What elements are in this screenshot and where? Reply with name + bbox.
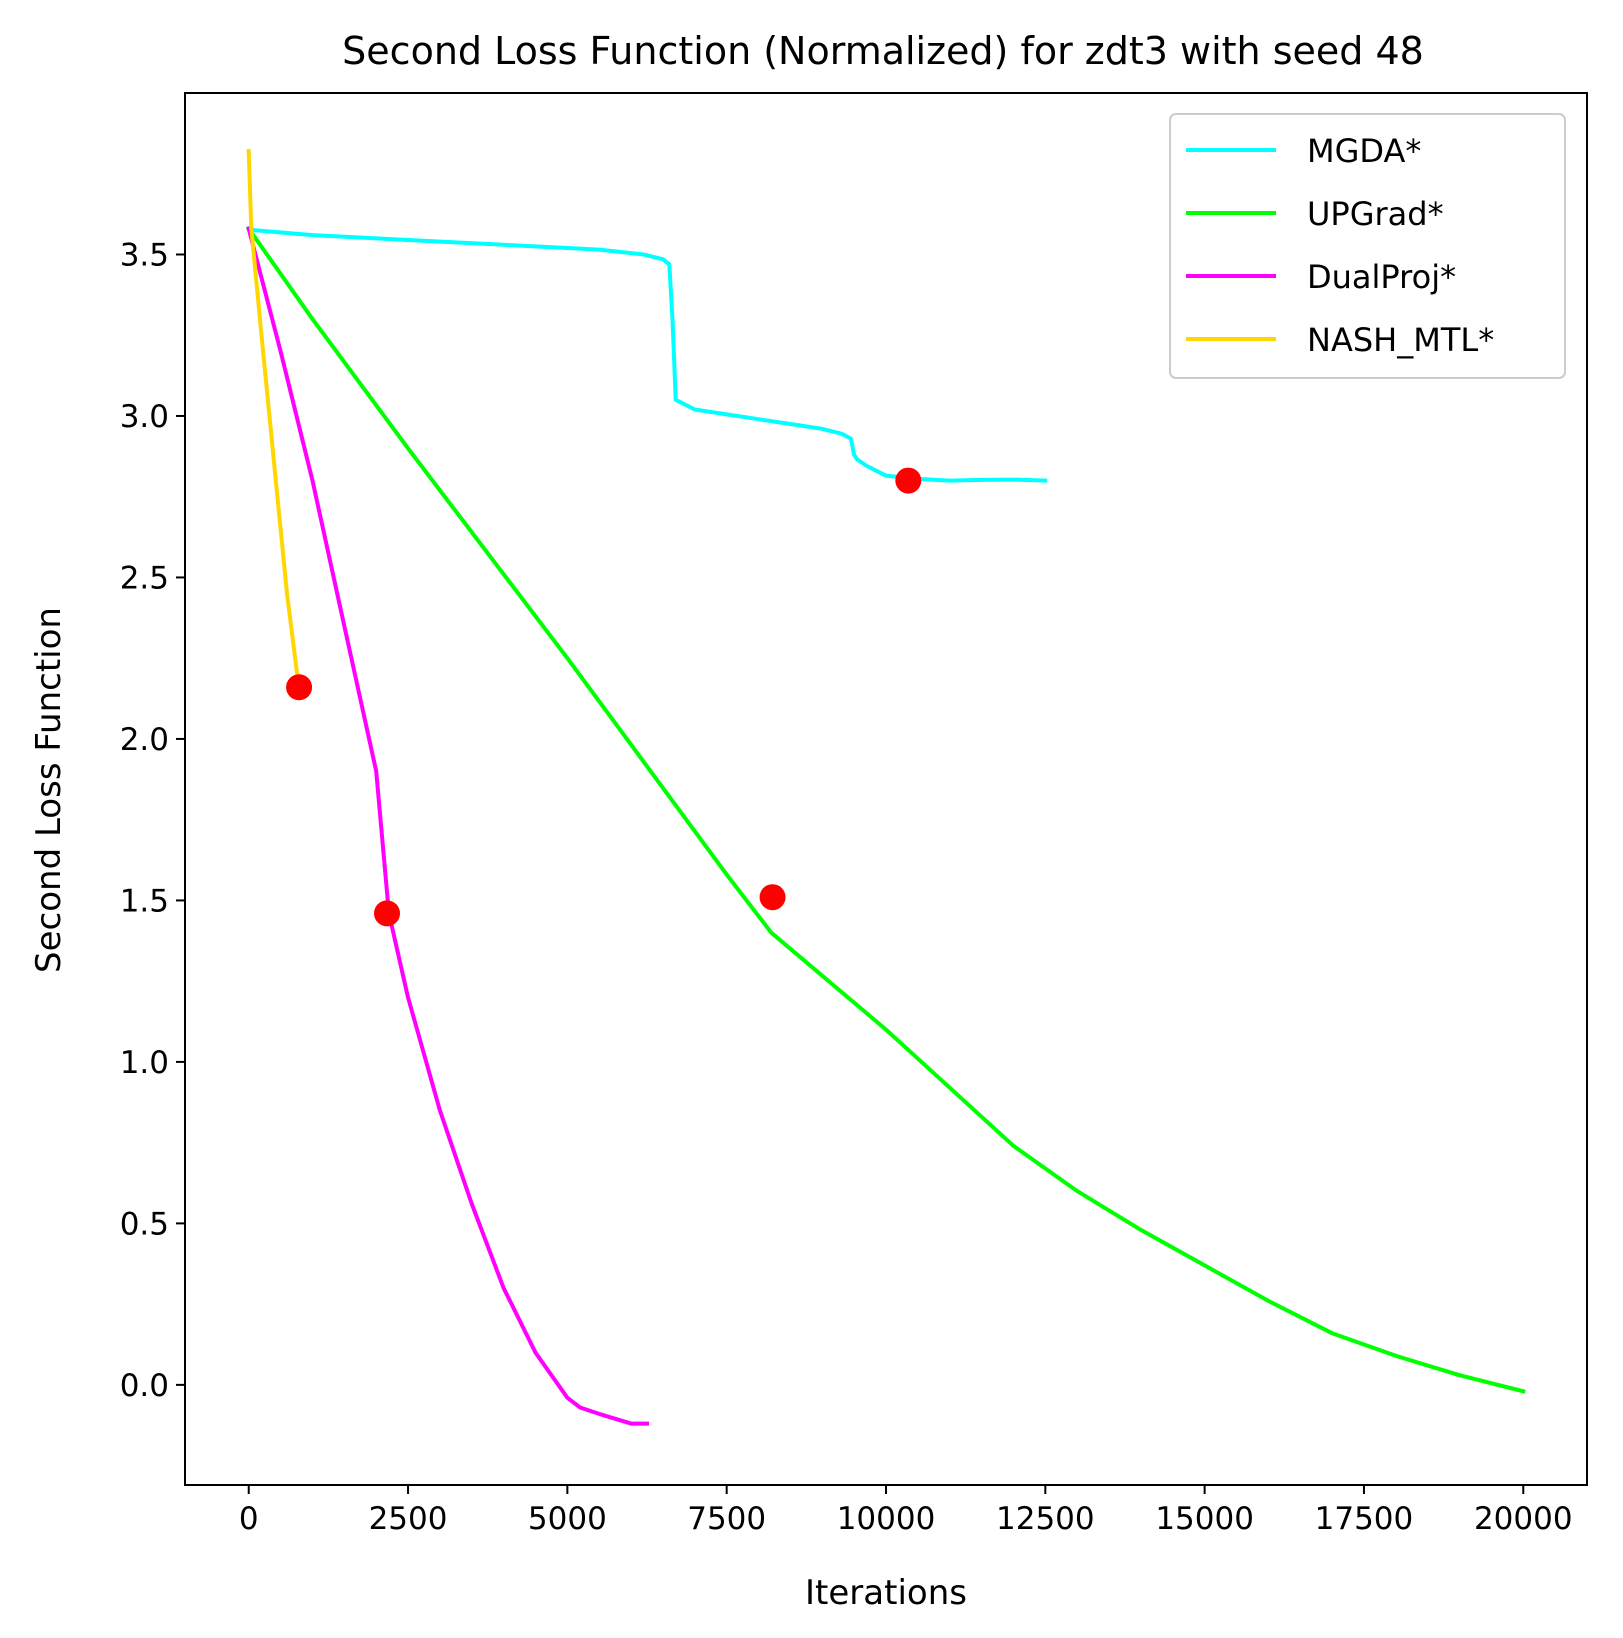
- marker-point: [374, 900, 401, 927]
- series-line-upgrad: [245, 225, 1526, 1394]
- y-axis-label: Second Loss Function: [29, 607, 69, 973]
- x-tick-label: 5000: [528, 1501, 607, 1537]
- marker-point: [759, 884, 786, 911]
- x-tick-label: 2500: [369, 1501, 448, 1537]
- x-tick-label: 15000: [1155, 1501, 1254, 1537]
- y-tick-label: 2.0: [120, 722, 169, 758]
- y-axis: 0.0 0.5 1.0 1.5 2.0 2.5 3.0 3.5: [120, 237, 185, 1404]
- x-tick-label: 17500: [1315, 1501, 1414, 1537]
- x-axis: 0 2500 5000 7500 10000 12500 15000 17500 20000: [239, 1485, 1573, 1537]
- marker-point: [895, 467, 922, 494]
- chart-title: Second Loss Function (Normalized) for zd…: [342, 29, 1424, 73]
- legend-label: DualProj*: [1307, 258, 1456, 296]
- series-line-dualproj: [246, 226, 649, 1426]
- plot-markers: [286, 467, 922, 927]
- y-tick-label: 3.0: [120, 399, 169, 435]
- y-tick-label: 3.5: [120, 237, 169, 273]
- y-tick-label: 1.0: [120, 1045, 169, 1081]
- legend-label: NASH_MTL*: [1307, 321, 1494, 359]
- legend-label: MGDA*: [1307, 132, 1421, 170]
- legend: MGDA* UPGrad* DualProj* NASH_MTL*: [1169, 113, 1566, 379]
- x-tick-label: 12500: [996, 1501, 1095, 1537]
- x-axis-label: Iterations: [805, 1573, 967, 1613]
- series-line-nash-mtl: [246, 149, 301, 687]
- y-tick-label: 2.5: [120, 560, 169, 596]
- y-tick-label: 0.0: [120, 1368, 169, 1404]
- legend-box: [1169, 113, 1566, 379]
- x-tick-label: 10000: [837, 1501, 936, 1537]
- marker-point: [286, 674, 313, 701]
- x-tick-label: 20000: [1474, 1501, 1573, 1537]
- legend-label: UPGrad*: [1307, 195, 1444, 233]
- y-tick-label: 1.5: [120, 883, 169, 919]
- x-tick-label: 7500: [687, 1501, 766, 1537]
- x-tick-label: 0: [239, 1501, 259, 1537]
- y-tick-label: 0.5: [120, 1206, 169, 1242]
